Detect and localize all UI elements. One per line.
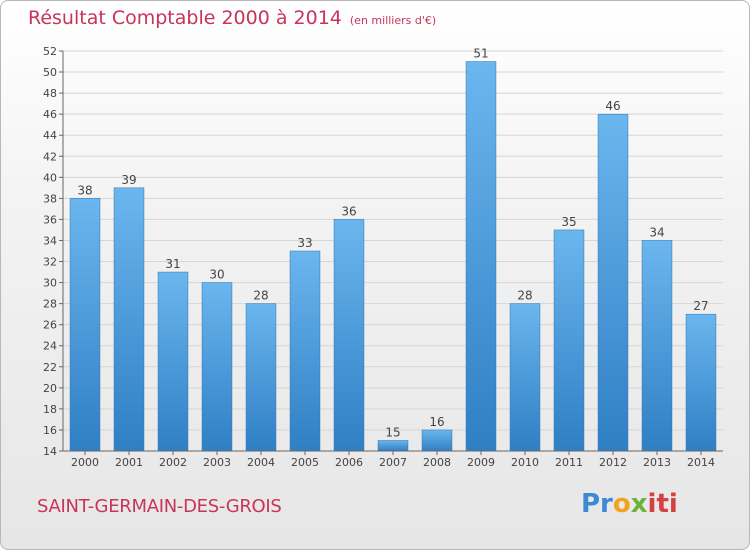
bar-2009 [465, 61, 497, 452]
x-tick-label: 2011 [555, 456, 583, 469]
y-tick-label: 26 [43, 319, 57, 332]
y-tick-label: 28 [43, 298, 57, 311]
bar-2010 [509, 303, 541, 452]
bar-2011 [553, 229, 585, 452]
bar-value-label: 36 [341, 204, 356, 218]
bar-value-label: 34 [649, 225, 664, 239]
bar-2000 [69, 198, 101, 452]
logo-part-3: x [630, 489, 648, 519]
x-tick-label: 2007 [379, 456, 407, 469]
x-tick-label: 2001 [115, 456, 143, 469]
logo-part-2: o [612, 489, 631, 519]
chart-title-text: Résultat Comptable 2000 à 2014 [28, 7, 342, 29]
proxiti-logo[interactable]: Proxiti [581, 489, 678, 519]
bar-2013 [641, 240, 673, 452]
y-tick-label: 50 [43, 66, 57, 79]
y-tick-label: 44 [43, 129, 57, 142]
y-tick-label: 36 [43, 213, 57, 226]
y-tick-label: 38 [43, 192, 57, 205]
bar-2006 [333, 219, 365, 452]
y-tick-label: 18 [43, 403, 57, 416]
bar-2007 [377, 440, 409, 452]
bar-2003 [201, 282, 233, 452]
bar-2002 [157, 271, 189, 452]
bar-value-label: 46 [605, 99, 620, 113]
bar-2005 [289, 250, 321, 452]
bar-value-label: 51 [473, 47, 488, 61]
bar-2001 [113, 187, 145, 452]
x-tick-label: 2012 [599, 456, 627, 469]
bar-2004 [245, 303, 277, 452]
y-tick-label: 22 [43, 361, 57, 374]
y-tick-label: 46 [43, 108, 57, 121]
y-tick-label: 40 [43, 171, 57, 184]
bar-value-label: 28 [253, 289, 268, 303]
x-tick-label: 2014 [687, 456, 715, 469]
x-tick-label: 2000 [71, 456, 99, 469]
chart-title: Résultat Comptable 2000 à 2014 (en millie… [28, 7, 436, 29]
bar-value-label: 31 [165, 257, 180, 271]
logo-part-4: iti [647, 489, 678, 519]
y-axis: 14 16 18 20 22 24 26 28 30 32 34 36 38 40 42 44 46 48 50 52 [43, 45, 64, 458]
bar-value-label: 16 [429, 415, 444, 429]
bar-2008 [421, 429, 453, 452]
bar-value-label: 28 [517, 289, 532, 303]
x-tick-label: 2003 [203, 456, 231, 469]
bar-value-label: 30 [209, 268, 224, 282]
bar-2014 [685, 313, 717, 452]
y-tick-label: 20 [43, 382, 57, 395]
bars: 38 39 31 30 28 33 36 15 16 51 28 35 46 34 27 [69, 47, 717, 452]
x-tick-label: 2008 [423, 456, 451, 469]
x-tick-label: 2006 [335, 456, 363, 469]
y-tick-label: 32 [43, 256, 57, 269]
y-tick-label: 16 [43, 424, 57, 437]
bar-value-label: 27 [693, 299, 708, 313]
x-tick-label: 2013 [643, 456, 671, 469]
bar-value-label: 35 [561, 215, 576, 229]
bar-value-label: 39 [121, 173, 136, 187]
x-axis: 2000 2001 2002 2003 2004 2005 2006 2007 2008 2009… [63, 450, 723, 469]
bar-2012 [597, 113, 629, 452]
x-tick-label: 2010 [511, 456, 539, 469]
commune-name: SAINT-GERMAIN-DES-GROIS [37, 496, 282, 517]
chart-unit: (en milliers d'€) [349, 14, 437, 27]
x-tick-label: 2005 [291, 456, 319, 469]
y-tick-label: 52 [43, 45, 57, 58]
bar-value-label: 38 [77, 183, 92, 197]
y-tick-label: 48 [43, 87, 57, 100]
x-tick-label: 2009 [467, 456, 495, 469]
x-tick-label: 2002 [159, 456, 187, 469]
y-tick-label: 30 [43, 277, 57, 290]
x-tick-label: 2004 [247, 456, 275, 469]
y-tick-label: 42 [43, 150, 57, 163]
y-tick-label: 24 [43, 340, 57, 353]
bar-value-label: 15 [385, 425, 400, 439]
y-tick-label: 14 [43, 445, 57, 458]
y-tick-label: 34 [43, 234, 57, 247]
logo-part-1: Pr [581, 489, 613, 519]
bar-value-label: 33 [297, 236, 312, 250]
